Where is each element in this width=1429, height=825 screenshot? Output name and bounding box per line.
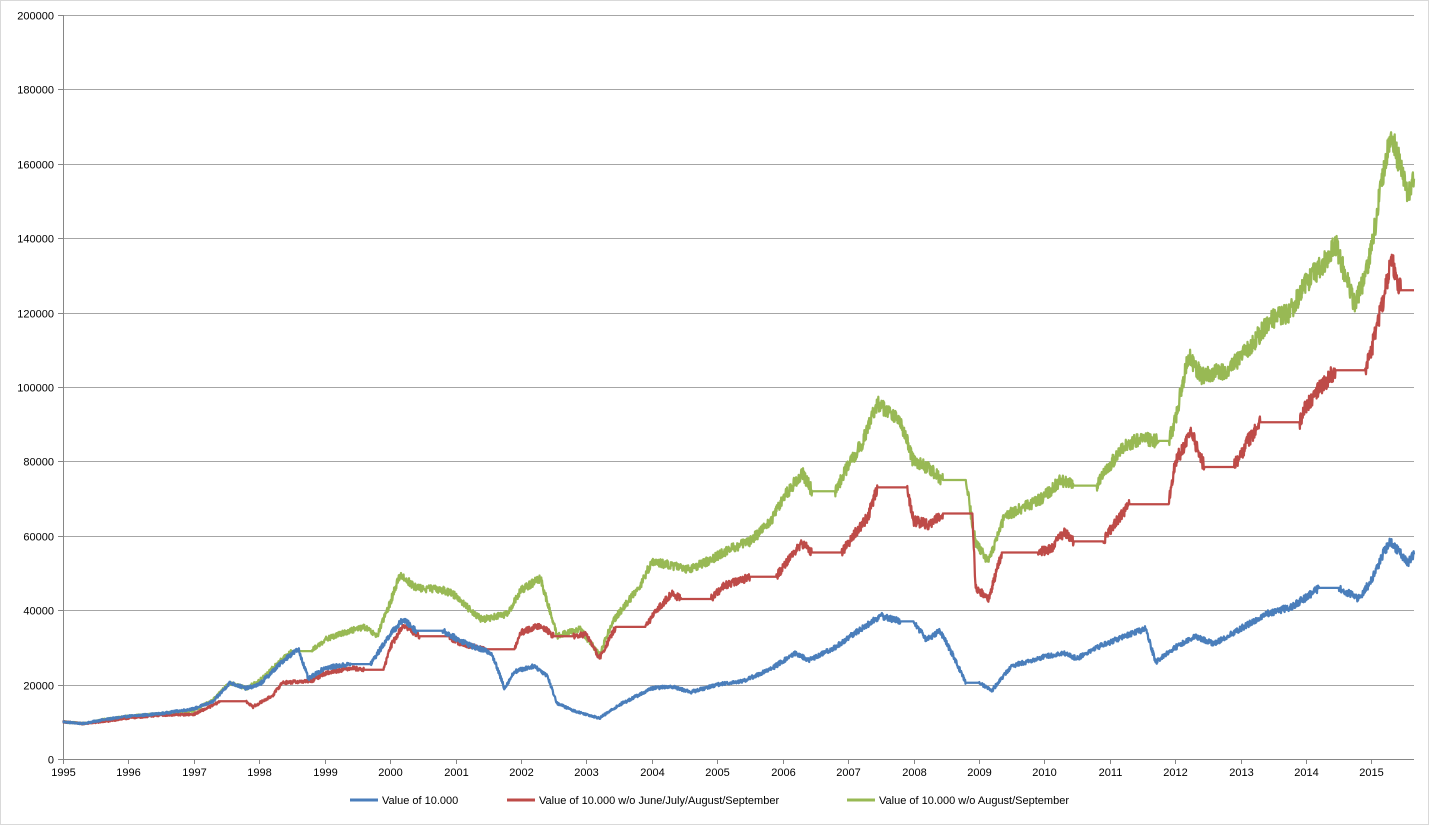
x-tick-label: 2005 [705,767,729,779]
x-tick-label: 2011 [1099,767,1123,779]
y-tick-label: 180000 [17,85,54,97]
y-tick-label: 80000 [23,457,54,469]
x-tick-label: 2014 [1294,767,1318,779]
x-axis-ticks: 1995 1996 1997 1998 1999 2000 2001 2002 2003 2004… [51,759,1384,779]
x-tick-label: 2000 [378,767,402,779]
gridlines [63,15,1414,686]
x-tick-label: 2003 [574,767,598,779]
x-tick-label: 2010 [1032,767,1056,779]
legend-label-2: Value of 10.000 w/o August/September [879,795,1069,807]
x-tick-label: 2004 [640,767,664,779]
data-series [62,131,1416,726]
x-tick-label: 2015 [1359,767,1383,779]
series-line-1 [62,253,1415,726]
y-tick-label: 60000 [23,532,54,544]
y-tick-label: 200000 [17,11,54,23]
series-line-0 [62,537,1416,726]
x-tick-label: 2006 [771,767,795,779]
x-tick-label: 2008 [902,767,926,779]
y-tick-label: 160000 [17,160,54,172]
series-line-2 [62,131,1416,726]
y-tick-label: 40000 [23,606,54,618]
legend-label-1: Value of 10.000 w/o June/July/August/Sep… [539,795,779,807]
y-axis-ticks: 0 20000 40000 60000 80000 100000 120000 140000 1… [17,11,63,767]
x-tick-label: 1995 [51,767,75,779]
x-tick-label: 2009 [967,767,991,779]
y-tick-label: 20000 [23,681,54,693]
y-tick-label: 120000 [17,309,54,321]
x-tick-label: 2012 [1163,767,1187,779]
legend-label-0: Value of 10.000 [382,795,458,807]
x-tick-label: 2007 [836,767,860,779]
x-tick-label: 1997 [182,767,206,779]
y-tick-label: 100000 [17,383,54,395]
x-tick-label: 1996 [116,767,140,779]
x-tick-label: 2001 [444,767,468,779]
legend: Value of 10.000 Value of 10.000 w/o June/… [350,795,1069,807]
x-tick-label: 2013 [1229,767,1253,779]
x-tick-label: 2002 [509,767,533,779]
y-tick-label: 140000 [17,234,54,246]
y-tick-label: 0 [48,755,54,767]
x-tick-label: 1998 [247,767,271,779]
x-tick-label: 1999 [313,767,337,779]
axes [63,15,1414,760]
